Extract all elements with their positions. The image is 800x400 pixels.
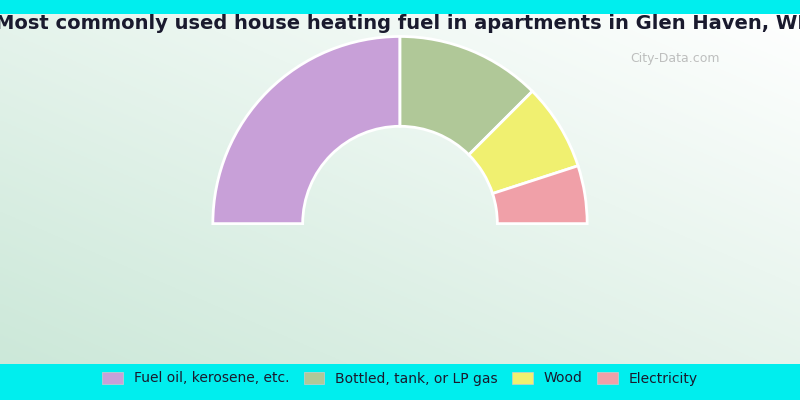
Wedge shape <box>400 36 532 155</box>
Text: City-Data.com: City-Data.com <box>630 52 720 65</box>
Wedge shape <box>213 36 400 224</box>
Text: Most commonly used house heating fuel in apartments in Glen Haven, WI: Most commonly used house heating fuel in… <box>0 14 800 33</box>
Wedge shape <box>493 166 587 224</box>
Legend: Fuel oil, kerosene, etc., Bottled, tank, or LP gas, Wood, Electricity: Fuel oil, kerosene, etc., Bottled, tank,… <box>97 366 703 391</box>
Wedge shape <box>469 91 578 194</box>
